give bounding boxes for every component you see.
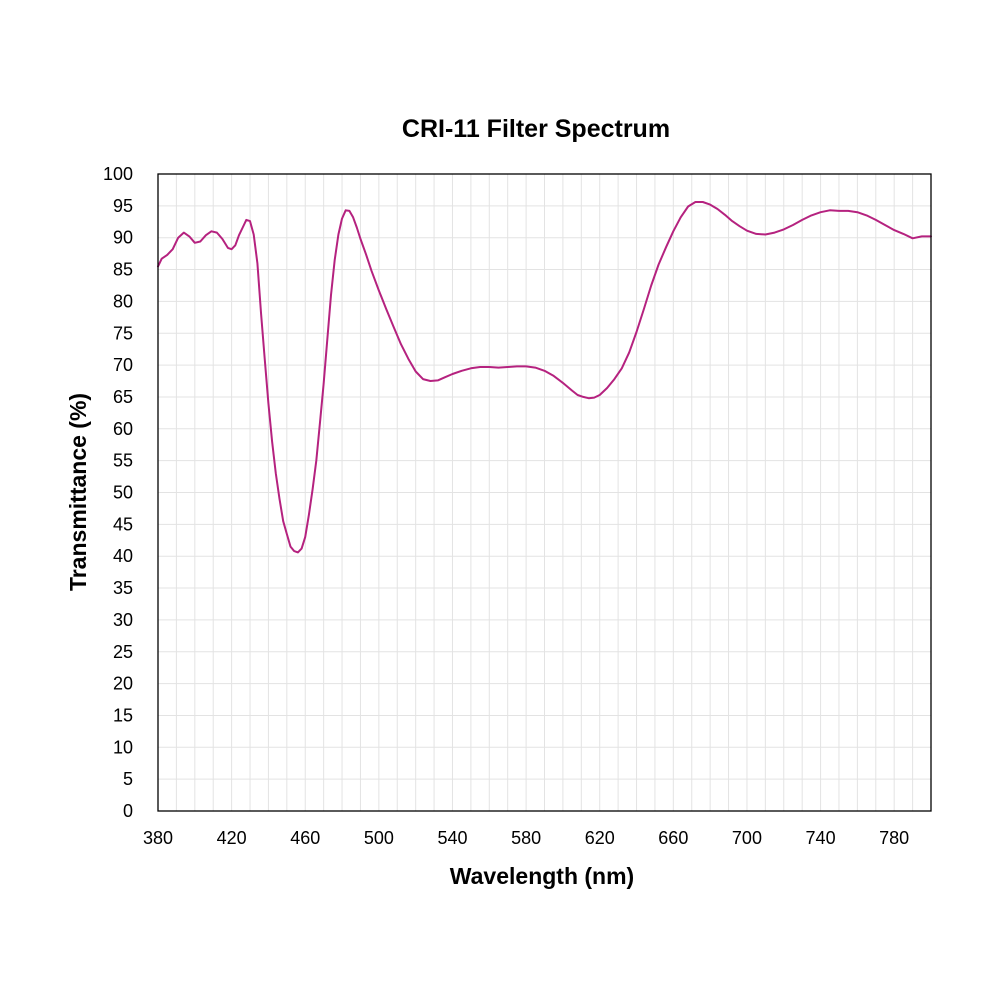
y-tick-label: 0: [123, 801, 133, 821]
series-line-transmittance: [157, 201, 932, 554]
x-tick-label: 540: [437, 828, 467, 848]
y-tick-label: 100: [103, 164, 133, 184]
y-tick-label: 60: [113, 419, 133, 439]
y-tick-label: 30: [113, 610, 133, 630]
x-tick-label: 700: [732, 828, 762, 848]
x-axis-label: Wavelength (nm): [450, 863, 634, 889]
x-axis-ticks: 380 420 460 500 540 580 620 660 700 740 780: [143, 828, 909, 848]
y-axis-ticks: 0 5 10 15 20 25 30 35 40 45 50 55 60 65 70 75 80 85 90 95 10…: [103, 164, 133, 821]
y-tick-label: 10: [113, 737, 133, 757]
y-tick-label: 15: [113, 705, 133, 725]
y-tick-label: 40: [113, 546, 133, 566]
y-tick-label: 20: [113, 674, 133, 694]
y-tick-label: 55: [113, 451, 133, 471]
y-tick-label: 50: [113, 483, 133, 503]
y-tick-label: 35: [113, 578, 133, 598]
y-tick-label: 85: [113, 260, 133, 280]
y-tick-label: 45: [113, 514, 133, 534]
y-tick-label: 70: [113, 355, 133, 375]
x-tick-label: 620: [585, 828, 615, 848]
x-tick-label: 500: [364, 828, 394, 848]
y-axis-label: Transmittance (%): [65, 393, 91, 591]
x-tick-label: 660: [658, 828, 688, 848]
y-tick-label: 95: [113, 196, 133, 216]
plot-frame: [157, 173, 932, 812]
x-tick-label: 780: [879, 828, 909, 848]
x-tick-label: 420: [217, 828, 247, 848]
x-tick-label: 460: [290, 828, 320, 848]
series-layer: [157, 201, 932, 554]
chart-title: CRI-11 Filter Spectrum: [402, 115, 670, 143]
y-tick-label: 75: [113, 323, 133, 343]
x-tick-label: 580: [511, 828, 541, 848]
y-tick-label: 90: [113, 228, 133, 248]
grid: [158, 174, 931, 811]
y-tick-label: 80: [113, 291, 133, 311]
y-tick-label: 25: [113, 642, 133, 662]
y-tick-label: 65: [113, 387, 133, 407]
x-tick-label: 740: [806, 828, 836, 848]
y-tick-label: 5: [123, 769, 133, 789]
x-tick-label: 380: [143, 828, 173, 848]
